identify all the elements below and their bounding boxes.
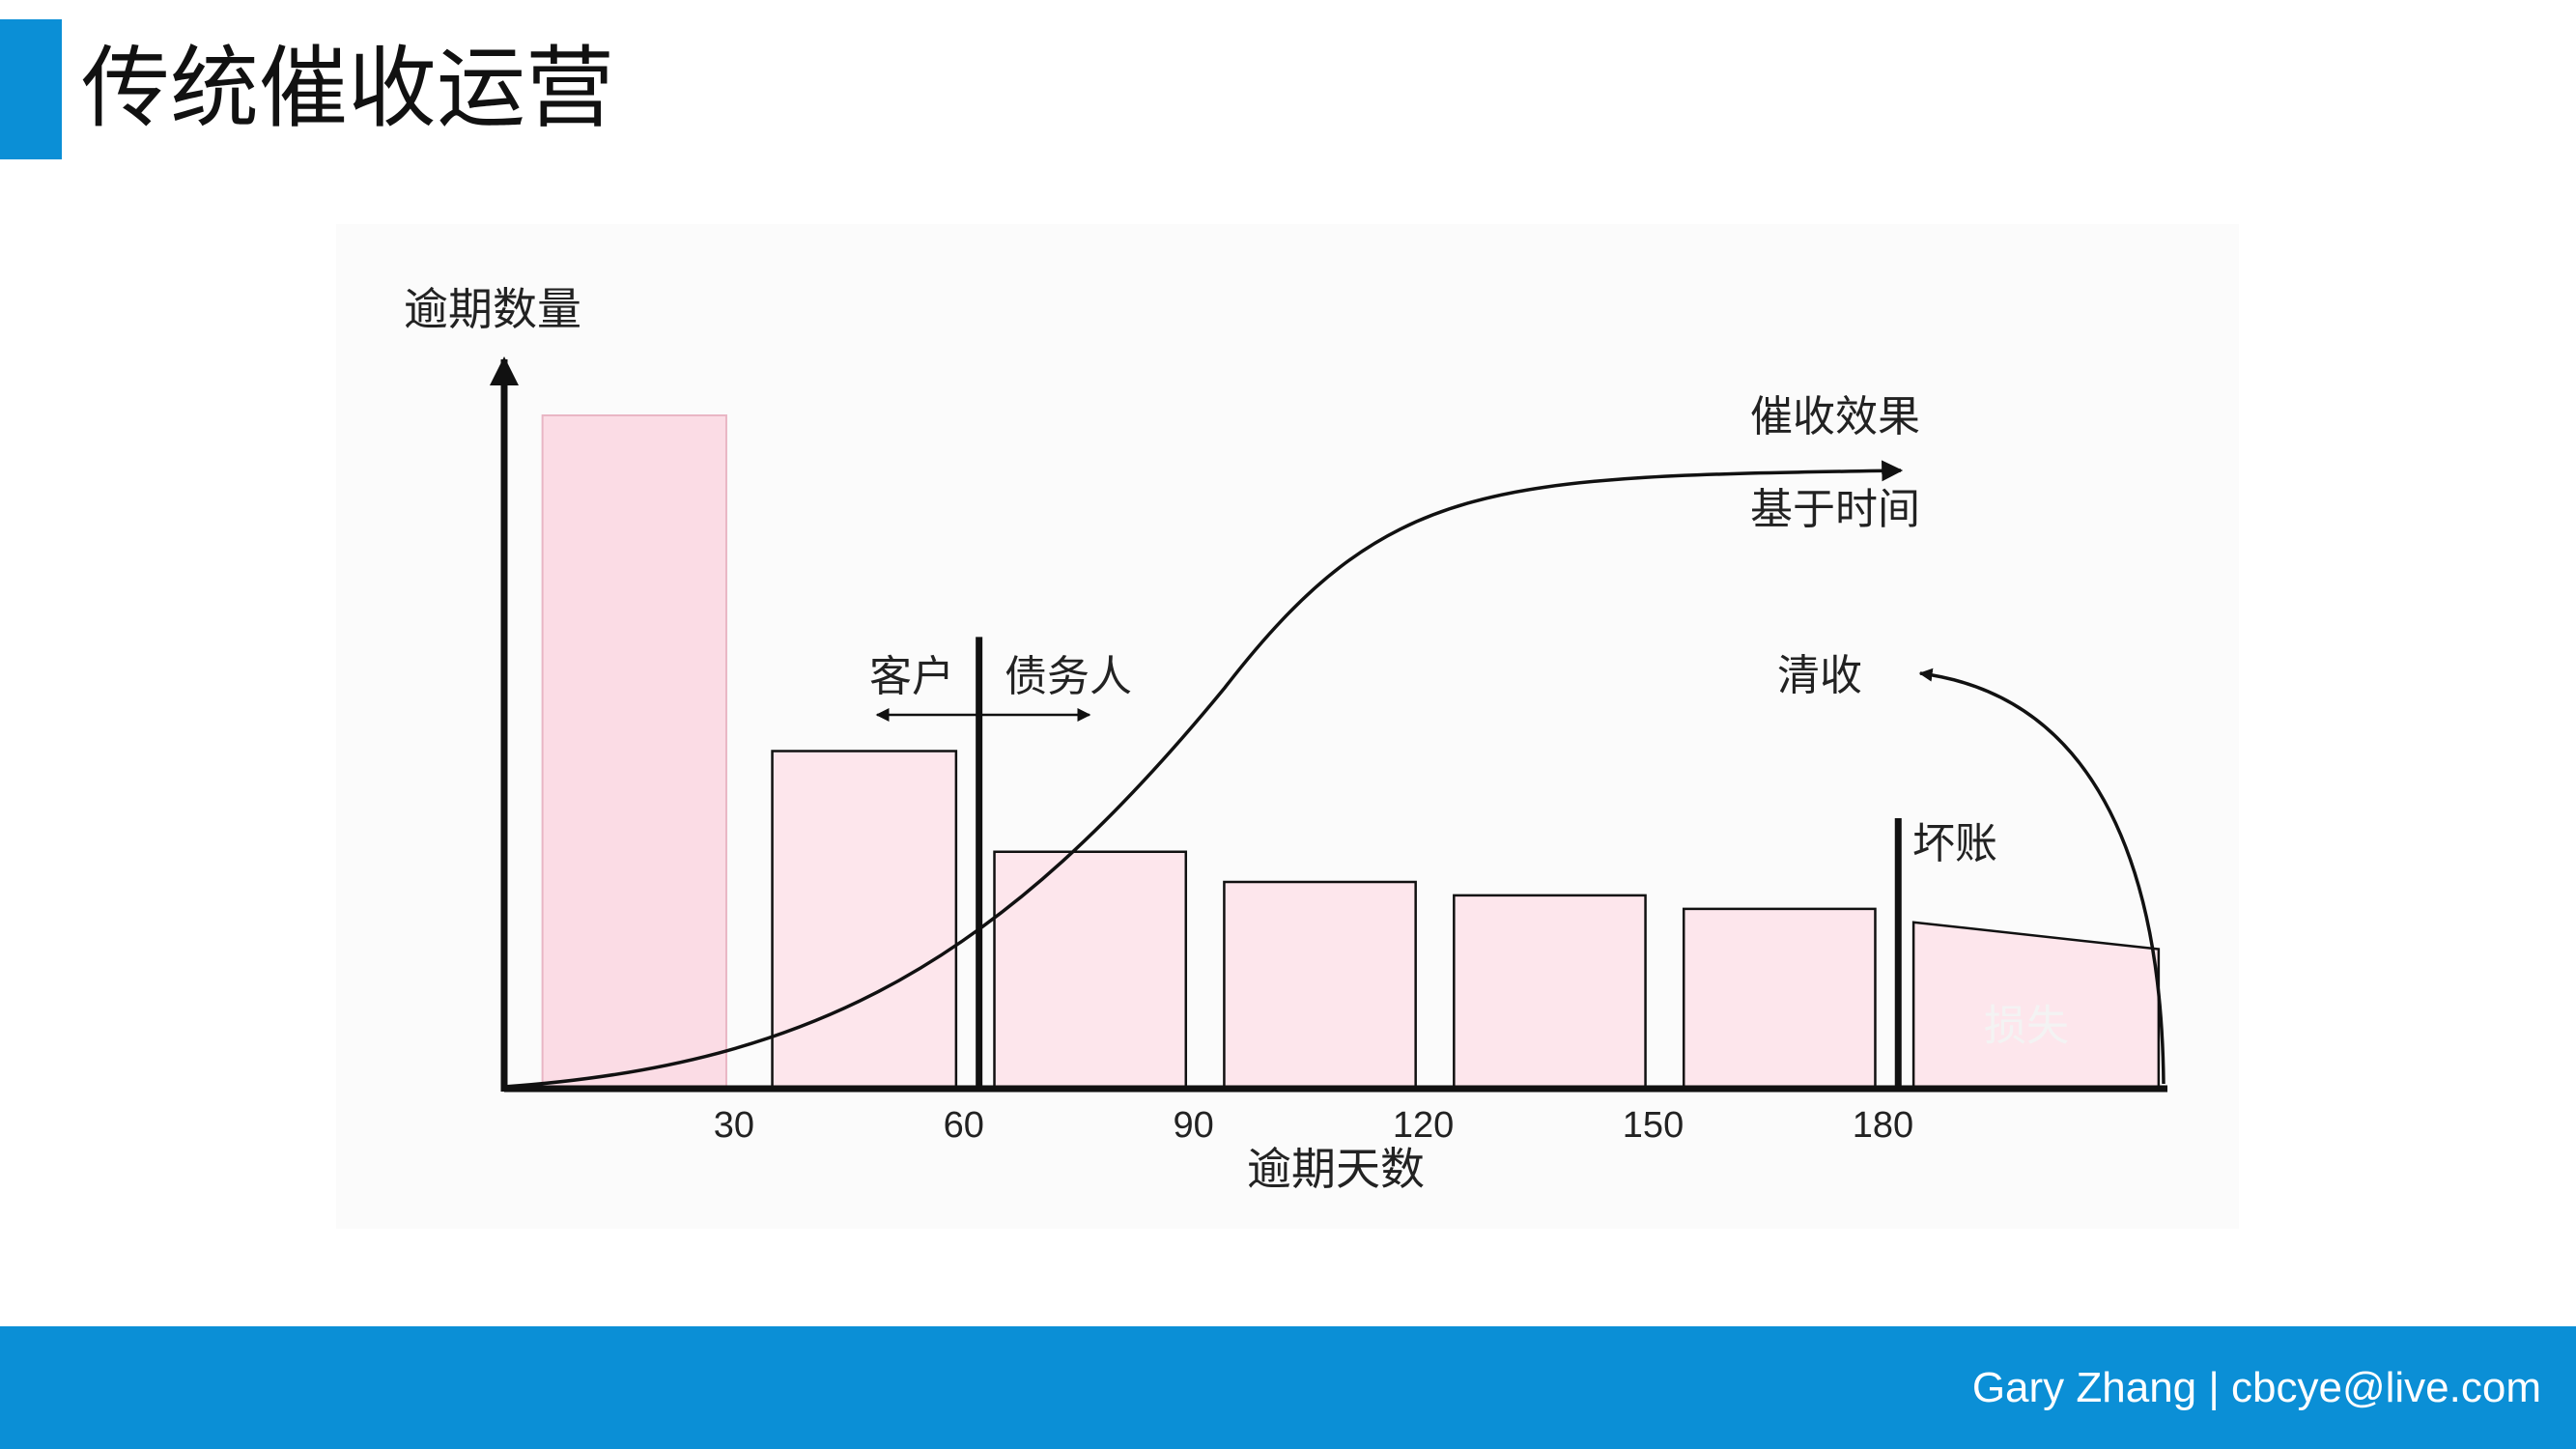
x-tick-label-180: 180 [1853,1105,1913,1146]
axes-layer [490,356,2167,1093]
x-tick-label-120: 120 [1393,1105,1454,1146]
annotation-bad-debt: 坏账 [1912,819,1997,868]
annotation-collection-effect: 催收效果 [1750,392,1920,441]
bar-5 [1453,894,1647,1089]
curve-layer [503,460,2166,1089]
collection-effect-curve [503,460,1904,1089]
annotation-customer: 客户 [869,652,954,701]
recovery-arrow [1918,668,2166,1085]
bar-1 [541,414,727,1088]
footer-bar [0,1326,2576,1449]
annotation-time-based: 基于时间 [1750,485,1920,534]
x-tick-label-30: 30 [714,1105,754,1146]
x-axis-label: 逾期天数 [1247,1143,1425,1195]
loss-label: 损失 [1984,1002,2069,1051]
bar-3 [993,850,1188,1089]
x-tick-label-90: 90 [1174,1105,1214,1146]
bar-6 [1682,907,1877,1089]
slide-title: 传统催收运营 [81,37,615,140]
title-accent-bar [0,19,62,159]
annotation-recovery: 清收 [1777,651,1862,700]
bar-4 [1223,880,1417,1089]
bars-layer: 损失 [541,414,2161,1089]
annotation-debtor: 债务人 [1005,652,1132,701]
x-tick-label-60: 60 [944,1105,984,1146]
y-axis-label: 逾期数量 [404,283,581,335]
bar-2 [771,750,958,1089]
footer-credit: Gary Zhang | cbcye@live.com [1971,1364,2541,1411]
x-tick-label-150: 150 [1623,1105,1684,1146]
